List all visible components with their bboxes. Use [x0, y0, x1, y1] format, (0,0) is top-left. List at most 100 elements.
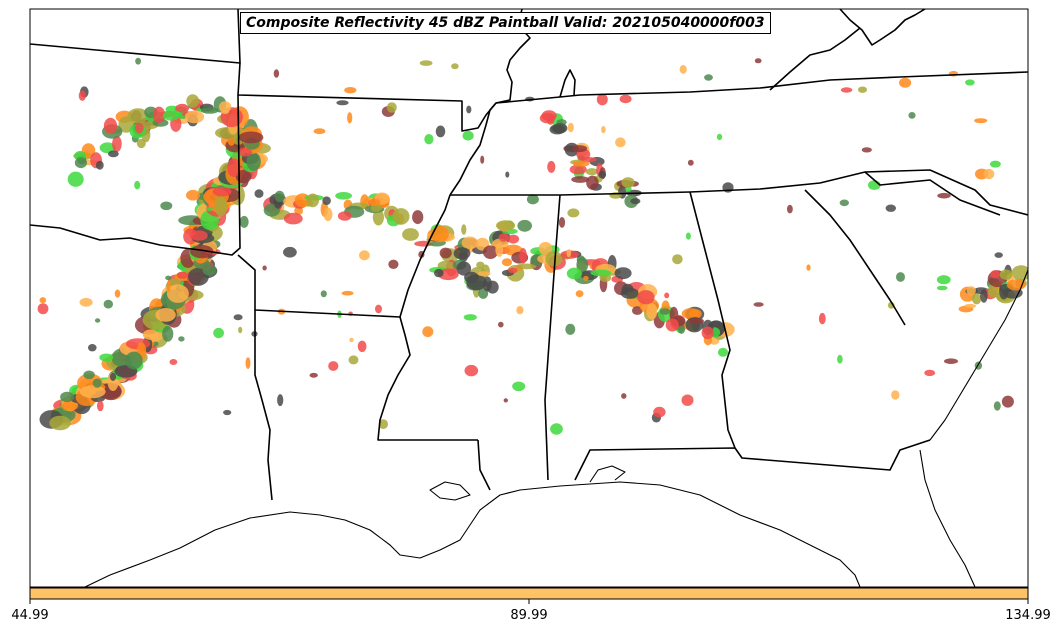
reflectivity-cell — [283, 212, 303, 225]
reflectivity-cell — [328, 361, 339, 371]
reflectivity-cell — [386, 102, 397, 113]
reflectivity-cell — [840, 87, 853, 93]
reflectivity-cell — [558, 217, 566, 228]
reflectivity-cell — [212, 186, 232, 197]
reflectivity-cell — [501, 258, 513, 267]
reflectivity-cell — [526, 194, 539, 205]
border-ms-al — [544, 194, 561, 481]
reflectivity-cell — [221, 109, 230, 114]
reflectivity-cell — [88, 344, 97, 352]
reflectivity-cell — [858, 86, 867, 93]
reflectivity-cell — [246, 152, 261, 171]
border-al-fl — [574, 439, 931, 481]
reflectivity-cell — [571, 176, 590, 183]
reflectivity-cell — [944, 358, 958, 365]
reflectivity-cell — [974, 118, 988, 124]
reflectivity-cell — [630, 198, 641, 205]
reflectivity-cell — [184, 110, 205, 124]
reflectivity-cell — [659, 308, 671, 315]
reflectivity-cell — [79, 385, 106, 399]
border-missouri — [237, 9, 531, 132]
reflectivity-cell — [665, 318, 679, 332]
reflectivity-cell — [344, 87, 357, 94]
reflectivity-cell — [462, 130, 474, 141]
reflectivity-cell — [614, 267, 632, 280]
reflectivity-cell — [541, 110, 557, 121]
colorbar-tick-label-right: 134.99 — [1005, 608, 1051, 623]
reflectivity-cell — [110, 372, 116, 381]
reflectivity-cell — [463, 314, 477, 321]
reflectivity-cell — [94, 318, 101, 323]
reflectivity-cell — [335, 192, 352, 200]
reflectivity-cell — [277, 394, 284, 407]
map-frame — [29, 8, 1029, 588]
reflectivity-cell — [965, 79, 975, 86]
reflectivity-cell — [567, 122, 574, 133]
reflectivity-cell — [412, 210, 424, 225]
reflectivity-cell — [320, 290, 327, 298]
reflectivity-cell — [787, 204, 793, 214]
reflectivity-cell — [190, 245, 214, 259]
reflectivity-cell — [505, 171, 510, 178]
reflectivity-cell — [937, 192, 951, 199]
reflectivity-cell — [323, 207, 333, 222]
reflectivity-cell — [861, 147, 872, 153]
border-tn-ky — [495, 71, 1028, 104]
reflectivity-cell — [545, 251, 563, 267]
map-title: Composite Reflectivity 45 dBZ Paintball … — [240, 12, 771, 34]
reflectivity-cell — [566, 267, 583, 280]
reflectivity-cell — [402, 228, 419, 241]
reflectivity-cell — [155, 308, 176, 322]
reflectivity-cell — [498, 321, 504, 328]
reflectivity-cell — [114, 289, 121, 298]
reflectivity-cell — [134, 122, 144, 134]
reflectivity-cell — [619, 94, 632, 104]
reflectivity-cell — [175, 103, 190, 113]
reflectivity-cell — [990, 160, 1001, 168]
reflectivity-cell — [169, 359, 178, 365]
reflectivity-cell — [313, 128, 326, 135]
reflectivity-cell — [971, 293, 982, 305]
reflectivity-cell — [565, 323, 576, 335]
reflectivity-cell — [966, 286, 976, 296]
reflectivity-cell — [585, 168, 598, 176]
reflectivity-cell — [598, 170, 607, 179]
reflectivity-cell — [620, 287, 639, 299]
reflectivity-cell — [476, 261, 485, 269]
reflectivity-cell — [378, 419, 388, 429]
border-nc-sc — [864, 171, 1001, 216]
reflectivity-cell — [152, 106, 166, 124]
reflectivity-cell — [615, 137, 626, 148]
reflectivity-cell — [127, 108, 149, 124]
reflectivity-cell — [596, 93, 608, 106]
reflectivity-cell — [632, 306, 643, 315]
reflectivity-cell — [512, 381, 526, 392]
reflectivity-cell — [983, 168, 995, 180]
reflectivity-cell — [238, 131, 264, 144]
reflectivity-cell — [1011, 265, 1028, 281]
reflectivity-cell — [486, 280, 499, 294]
border-ky-notch — [559, 69, 576, 98]
reflectivity-cell — [496, 220, 516, 231]
reflectivity-cell — [575, 290, 584, 298]
reflectivity-cell — [538, 241, 553, 255]
reflectivity-cell — [480, 155, 485, 164]
mobile-bay — [589, 465, 626, 483]
reflectivity-cell — [621, 393, 627, 399]
reflectivity-cell — [39, 297, 47, 304]
reflectivity-cell — [547, 160, 556, 173]
reflectivity-cell — [716, 133, 723, 141]
reflectivity-cell — [239, 215, 249, 228]
reflectivity-cell — [238, 326, 243, 334]
reflectivity-cell — [999, 269, 1013, 280]
reflectivity-cell — [434, 268, 444, 278]
border-tn-south — [450, 169, 1028, 216]
reflectivity-cell — [337, 211, 352, 221]
reflectivity-cell — [186, 94, 200, 108]
reflectivity-cell — [186, 189, 200, 201]
border-wv-va — [839, 9, 926, 46]
reflectivity-cell — [495, 242, 504, 257]
reflectivity-cell — [166, 284, 189, 303]
reflectivity-cell — [687, 159, 694, 166]
